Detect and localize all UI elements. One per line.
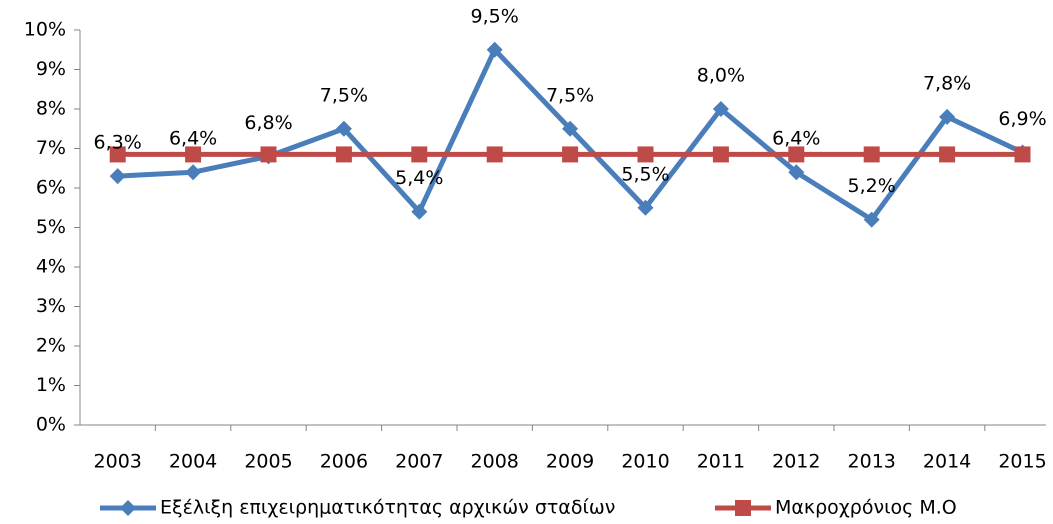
data-label: 6,8% (244, 112, 292, 134)
data-point (109, 168, 126, 185)
data-point (939, 108, 956, 125)
y-tick-label: 4% (36, 256, 66, 278)
y-tick-label: 1% (36, 374, 66, 396)
data-point (185, 164, 202, 181)
y-tick-label: 7% (36, 137, 66, 159)
data-point (562, 146, 579, 163)
data-point (562, 120, 579, 137)
x-tick-label: 2004 (169, 451, 217, 473)
x-tick-label: 2012 (772, 451, 820, 473)
y-tick-label: 5% (36, 216, 66, 238)
x-tick-label: 2014 (923, 451, 971, 473)
y-tick-label: 0% (36, 414, 66, 436)
data-label: 9,5% (471, 5, 519, 27)
x-tick-label: 2003 (94, 451, 142, 473)
data-point (637, 146, 654, 163)
data-point (486, 146, 503, 163)
legend-marker (120, 500, 136, 516)
data-point (788, 146, 805, 163)
x-tick-label: 2011 (697, 451, 745, 473)
data-point (863, 146, 880, 163)
y-tick-label: 6% (36, 177, 66, 199)
x-tick-label: 2010 (621, 451, 669, 473)
x-tick-label: 2008 (471, 451, 519, 473)
y-tick-label: 2% (36, 335, 66, 357)
data-label: 6,9% (998, 108, 1046, 130)
data-label: 7,8% (923, 72, 971, 94)
x-tick-label: 2005 (244, 451, 292, 473)
data-point (712, 101, 729, 117)
y-tick-label: 9% (36, 58, 66, 80)
data-label: 5,5% (621, 163, 669, 185)
data-point (185, 146, 202, 163)
data-label: 5,4% (395, 167, 443, 189)
data-point (411, 146, 428, 163)
x-tick-label: 2007 (395, 451, 443, 473)
data-point (260, 146, 277, 163)
x-tick-label: 2006 (320, 451, 368, 473)
data-point (1014, 146, 1031, 163)
x-tick-label: 2009 (546, 451, 594, 473)
y-tick-label: 10% (24, 19, 66, 41)
data-point (486, 41, 503, 58)
data-point (788, 164, 805, 181)
data-point (712, 146, 729, 163)
data-point (939, 146, 956, 163)
data-point (863, 211, 880, 228)
data-label: 6,3% (94, 132, 142, 154)
data-label: 6,4% (772, 128, 820, 150)
data-label: 7,5% (546, 84, 594, 106)
data-point (109, 146, 126, 163)
data-label: 7,5% (320, 84, 368, 106)
data-label: 5,2% (848, 175, 896, 197)
data-point (335, 146, 352, 163)
legend-marker (735, 500, 751, 516)
data-label: 8,0% (697, 65, 745, 87)
data-point (637, 199, 654, 216)
y-tick-label: 8% (36, 98, 66, 120)
data-point (411, 203, 428, 220)
data-label: 6,4% (169, 128, 217, 150)
x-tick-label: 2015 (998, 451, 1046, 473)
legend-label: Εξέλιξη επιχειρηματικότητας αρχικών σταδ… (160, 497, 615, 519)
y-tick-label: 3% (36, 295, 66, 317)
data-point (335, 120, 352, 137)
legend-label: Μακροχρόνιος Μ.Ο (775, 497, 957, 519)
x-tick-label: 2013 (848, 451, 896, 473)
